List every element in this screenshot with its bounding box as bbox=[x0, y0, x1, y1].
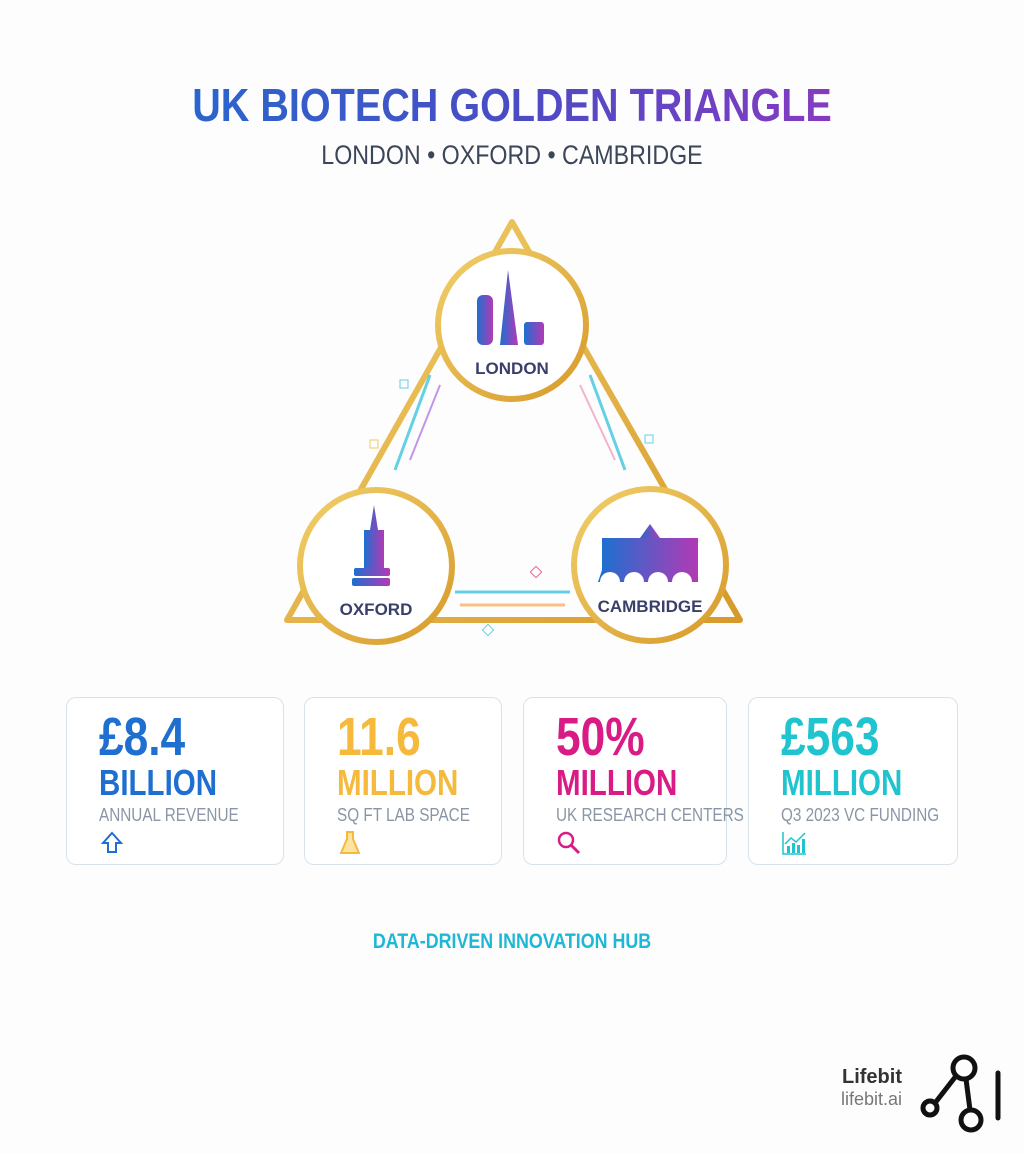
stat-label: ANNUAL REVENUE bbox=[99, 805, 239, 825]
stat-value: 50% bbox=[556, 707, 645, 767]
stat-card-research-centers: 50% MILLION UK RESEARCH CENTERS bbox=[523, 697, 744, 865]
flask-icon bbox=[339, 831, 361, 854]
brand-name: Lifebit bbox=[842, 1066, 902, 1088]
london-node[interactable]: LONDON bbox=[435, 248, 589, 402]
triangle-outline bbox=[284, 219, 743, 623]
page-subtitle: LONDON • OXFORD • CAMBRIDGE bbox=[321, 140, 703, 170]
arrow-up-icon bbox=[100, 831, 124, 853]
stat-card-vc-funding: £563 MILLION Q3 2023 VC FUNDING bbox=[748, 697, 958, 865]
stat-value: £563 bbox=[781, 707, 880, 767]
page-title: UK BIOTECH GOLDEN TRIANGLE bbox=[72, 78, 953, 132]
lifebit-logo-icon bbox=[920, 1054, 1001, 1133]
magnifier-icon bbox=[557, 831, 581, 855]
bar-chart-icon bbox=[782, 832, 806, 855]
stat-value: £8.4 bbox=[99, 707, 186, 767]
data-stream-decoration bbox=[369, 374, 654, 637]
stat-unit: BILLION bbox=[99, 762, 218, 803]
stat-unit: MILLION bbox=[781, 762, 903, 803]
skyline-icon bbox=[477, 270, 544, 345]
oxford-label: OXFORD bbox=[340, 600, 413, 619]
stat-label: Q3 2023 VC FUNDING bbox=[781, 805, 940, 825]
college-bridge-icon bbox=[598, 524, 698, 582]
stat-card-lab-space: 11.6 MILLION SQ FT LAB SPACE bbox=[304, 697, 502, 865]
tagline: DATA-DRIVEN INNOVATION HUB bbox=[372, 930, 652, 953]
brand-url[interactable]: lifebit.ai bbox=[840, 1089, 902, 1109]
stat-value: 11.6 bbox=[337, 707, 421, 767]
oxford-node[interactable]: OXFORD bbox=[297, 487, 455, 645]
stat-label: SQ FT LAB SPACE bbox=[337, 805, 470, 825]
cambridge-label: CAMBRIDGE bbox=[598, 597, 703, 616]
stat-card-revenue: £8.4 BILLION ANNUAL REVENUE bbox=[66, 697, 284, 865]
golden-triangle-diagram: LONDON OXFORD CAMBRIDGE bbox=[284, 219, 743, 645]
spire-books-icon bbox=[352, 505, 390, 586]
london-label: LONDON bbox=[475, 359, 549, 378]
stat-unit: MILLION bbox=[556, 762, 678, 803]
cambridge-node[interactable]: CAMBRIDGE bbox=[571, 486, 729, 644]
stat-label: UK RESEARCH CENTERS bbox=[556, 805, 744, 825]
brand-block: Lifebit lifebit.ai bbox=[841, 1066, 902, 1110]
stat-unit: MILLION bbox=[337, 762, 459, 803]
